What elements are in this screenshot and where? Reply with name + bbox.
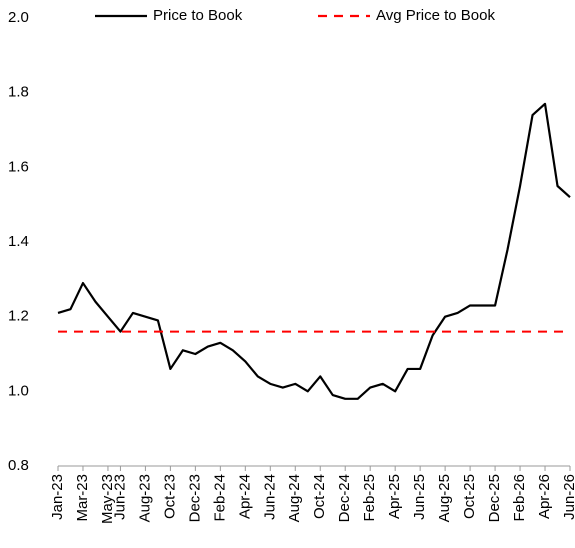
y-tick-label: 1.6: [8, 158, 29, 175]
y-tick-label: 1.0: [8, 382, 29, 399]
x-tick-label: Oct-23: [161, 474, 178, 519]
x-tick-label: Oct-24: [311, 474, 328, 519]
x-tick-label: Aug-24: [286, 474, 303, 522]
legend-label: Avg Price to Book: [376, 7, 495, 24]
x-tick-label: Aug-25: [436, 474, 453, 522]
x-tick-label: Aug-23: [136, 474, 153, 522]
x-tick-label: Feb-25: [361, 474, 378, 522]
x-tick-label: Feb-24: [211, 474, 228, 522]
x-tick-label: Jun-25: [411, 474, 428, 520]
x-tick-label: Oct-25: [461, 474, 478, 519]
x-tick-label: Jun-26: [561, 474, 575, 520]
x-tick-label: May-23: [99, 474, 116, 524]
x-tick-label: Feb-26: [511, 474, 528, 522]
x-tick-label: Dec-23: [186, 474, 203, 522]
x-tick-label: Jun-23: [111, 474, 128, 520]
x-tick-label: Dec-25: [486, 474, 503, 522]
y-tick-label: 1.4: [8, 233, 29, 250]
y-tick-label: 2.0: [8, 9, 29, 26]
x-tick-label: Apr-25: [386, 474, 403, 519]
legend-label: Price to Book: [153, 7, 243, 24]
x-tick-label: Jun-24: [261, 474, 278, 520]
y-tick-label: 1.2: [8, 308, 29, 325]
series-line: [57, 102, 571, 400]
x-tick-label: Jan-23: [49, 474, 66, 520]
y-tick-label: 0.8: [8, 457, 29, 474]
x-tick-label: Mar-23: [74, 474, 91, 522]
x-tick-label: Apr-24: [236, 474, 253, 519]
y-tick-label: 1.8: [8, 84, 29, 101]
x-tick-label: Apr-26: [536, 474, 553, 519]
x-tick-label: Dec-24: [336, 474, 353, 522]
